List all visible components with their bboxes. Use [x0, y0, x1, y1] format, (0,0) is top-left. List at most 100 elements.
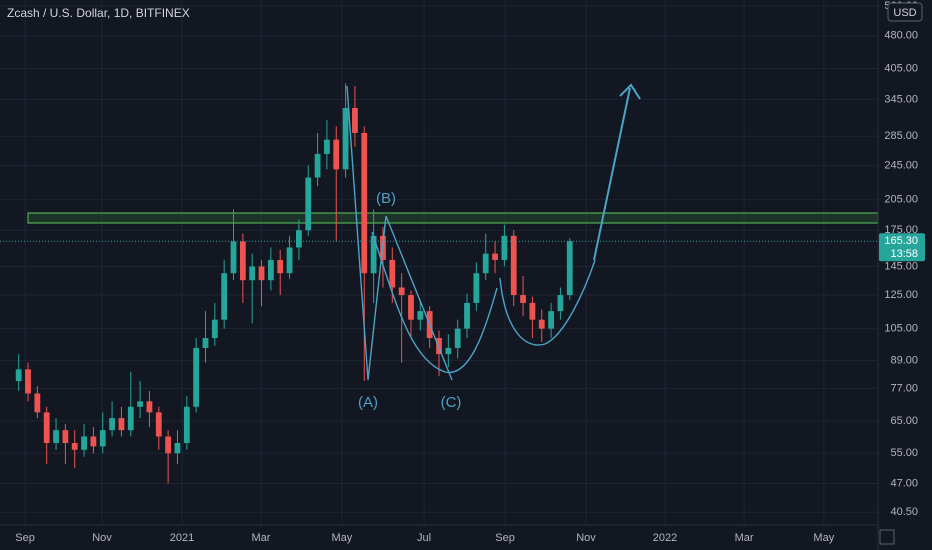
candle-body: [15, 369, 22, 382]
y-tick-label: 345.00: [884, 93, 918, 105]
y-tick-label: 77.00: [890, 382, 918, 394]
candle-body: [324, 139, 330, 154]
candle-body: [548, 311, 554, 329]
y-tick-label: 175.00: [884, 224, 918, 236]
arrow-head: [619, 83, 641, 100]
candle-body: [109, 418, 115, 431]
candle-body: [398, 287, 405, 296]
y-tick-label: 125.00: [884, 289, 918, 301]
candle-body: [342, 107, 349, 170]
candle-body: [566, 241, 573, 296]
candle-body: [557, 295, 564, 312]
candle-body: [417, 311, 424, 320]
candle-body: [492, 253, 498, 260]
candle-body: [464, 302, 470, 329]
y-tick-label: 65.00: [890, 415, 918, 427]
candle-body: [454, 328, 461, 348]
candle-body: [62, 430, 69, 444]
candle-body: [277, 259, 284, 274]
candle-body: [267, 259, 274, 281]
wave-label: (C): [441, 394, 462, 411]
candle-body: [43, 412, 50, 444]
candle-body: [501, 235, 508, 260]
currency-box[interactable]: [887, 2, 923, 22]
candle-body: [146, 401, 153, 413]
candle-body: [314, 153, 321, 178]
candle-body: [510, 235, 517, 296]
y-tick-label: 205.00: [884, 194, 918, 206]
y-tick-label: 405.00: [884, 62, 918, 74]
x-tick-label: May: [813, 532, 834, 544]
candle-body: [193, 347, 200, 407]
candles: [0, 83, 878, 484]
candle-body: [211, 319, 218, 339]
candle-body: [183, 406, 190, 444]
candle-body: [370, 235, 377, 274]
candle-body: [81, 436, 87, 450]
y-tick-label: 40.50: [890, 506, 918, 518]
x-tick-label: Mar: [735, 532, 754, 544]
y-tick-label: 480.00: [884, 30, 918, 42]
candle-body: [239, 241, 246, 281]
candle-body: [389, 259, 396, 288]
drawings: [346, 83, 641, 381]
x-tick-label: Nov: [576, 532, 596, 544]
x-tick-label: Mar: [251, 532, 270, 544]
grid: [0, 0, 878, 525]
y-tick-label: 47.00: [890, 477, 918, 489]
candle-body: [230, 241, 237, 274]
candle-body: [333, 139, 340, 170]
candle-body: [249, 266, 256, 281]
candle-body: [352, 107, 358, 133]
candle-body: [529, 302, 536, 320]
candle-body: [127, 406, 134, 431]
candle-body: [473, 273, 480, 303]
candle-body: [155, 412, 162, 437]
candle-body: [295, 230, 302, 248]
x-tick-label: May: [331, 532, 352, 544]
y-tick-label: 105.00: [884, 323, 918, 335]
target-arrow: [593, 87, 631, 261]
candle-body: [165, 436, 172, 454]
x-tick-label: Nov: [92, 532, 112, 544]
countdown: 13:58: [890, 248, 918, 260]
candle-body: [286, 247, 293, 274]
settings-icon[interactable]: [879, 529, 895, 545]
x-tick-label: Sep: [495, 532, 515, 544]
y-tick-label: 55.00: [890, 447, 918, 459]
wave-lines: [346, 85, 453, 381]
chart-title: Zcash / U.S. Dollar, 1D, BITFINEX: [7, 6, 190, 20]
candle-body: [520, 295, 526, 303]
candle-body: [202, 338, 209, 348]
candle-body: [538, 319, 545, 329]
y-tick-label: 89.00: [890, 354, 918, 366]
candle-body: [482, 253, 489, 274]
x-tick-label: 2022: [653, 532, 677, 544]
currency: USD: [893, 7, 916, 19]
wave-label: (A): [358, 394, 378, 411]
resistance-zone: [27, 212, 879, 224]
last-price-box: [879, 233, 925, 262]
cup-curve-2: [499, 259, 596, 346]
candle-body: [221, 273, 228, 320]
x-tick-label: Sep: [15, 532, 35, 544]
candle-body: [53, 430, 59, 444]
y-tick-label: 285.00: [884, 130, 918, 142]
last-price-label: 165.30: [884, 235, 918, 247]
candle-body: [118, 418, 125, 431]
wave-label: (B): [376, 190, 396, 207]
y-tick-label: 245.00: [884, 159, 918, 171]
candle-body: [34, 393, 41, 413]
candle-body: [137, 401, 144, 407]
candle-body: [99, 430, 106, 447]
candle-body: [71, 443, 78, 450]
x-tick-label: Jul: [417, 532, 431, 544]
candle-body: [25, 369, 31, 394]
candle-body: [174, 443, 181, 454]
candle-body: [445, 347, 452, 355]
candle-body: [90, 436, 97, 447]
candle-body: [408, 295, 414, 320]
